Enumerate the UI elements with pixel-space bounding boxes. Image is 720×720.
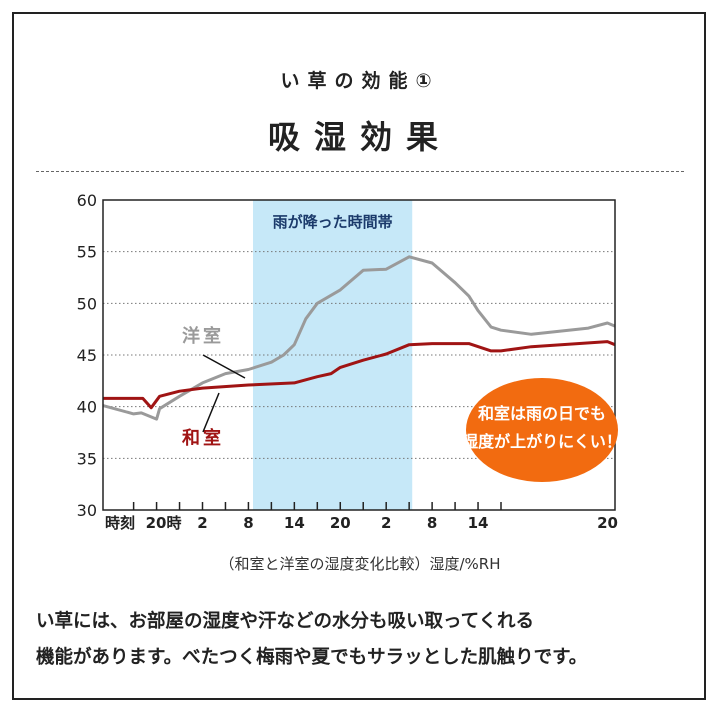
x-tick-label: 14	[468, 514, 489, 532]
callout-bubble	[466, 378, 618, 482]
x-axis-name: 時刻	[105, 514, 135, 532]
x-tick-label: 8	[243, 514, 253, 532]
body-line: い草には、お部屋の湿度や汗などの水分も吸い取ってくれる	[36, 611, 535, 632]
rain-period-label: 雨が降った時間帯	[273, 213, 393, 231]
y-tick-label: 45	[77, 346, 97, 365]
x-tick-label: 2	[197, 514, 207, 532]
y-tick-label: 35	[77, 449, 97, 468]
x-tick-label: 20	[597, 514, 618, 532]
subtitle: い草の効能①	[280, 70, 440, 92]
x-tick-label: 14	[284, 514, 305, 532]
y-tick-label: 60	[77, 191, 97, 210]
page-title: 吸湿効果	[267, 118, 452, 156]
y-tick-label: 30	[77, 501, 97, 520]
y-tick-label: 40	[77, 398, 97, 417]
y-tick-label: 55	[77, 243, 97, 262]
leader-line-japanese-room	[202, 392, 220, 433]
body-text: い草には、お部屋の湿度や汗などの水分も吸い取ってくれる 機能があります。べたつく…	[36, 604, 587, 676]
card-frame	[12, 12, 706, 700]
callout-text: 湿度が上がりにくい！	[461, 432, 622, 451]
x-tick-label: 2	[381, 514, 391, 532]
series-label-japanese-room: 和室	[182, 427, 224, 449]
chart-caption: （和室と洋室の湿度変化比較）湿度/%RH	[219, 555, 501, 573]
x-tick-label: 20時	[146, 514, 182, 532]
series-label-western-room: 洋室	[182, 325, 224, 347]
body-line: 機能があります。べたつく梅雨や夏でもサラッとした肌触りです。	[36, 647, 588, 668]
x-tick-label: 8	[427, 514, 437, 532]
callout-text: 和室は雨の日でも	[478, 404, 606, 423]
series-line-western-room	[102, 255, 616, 421]
series-line-japanese-room	[103, 340, 616, 410]
x-tick-label: 20	[330, 514, 351, 532]
y-tick-label: 50	[77, 294, 97, 313]
divider	[36, 171, 684, 172]
leader-line-western-room	[202, 354, 246, 379]
plot-frame	[102, 199, 616, 511]
